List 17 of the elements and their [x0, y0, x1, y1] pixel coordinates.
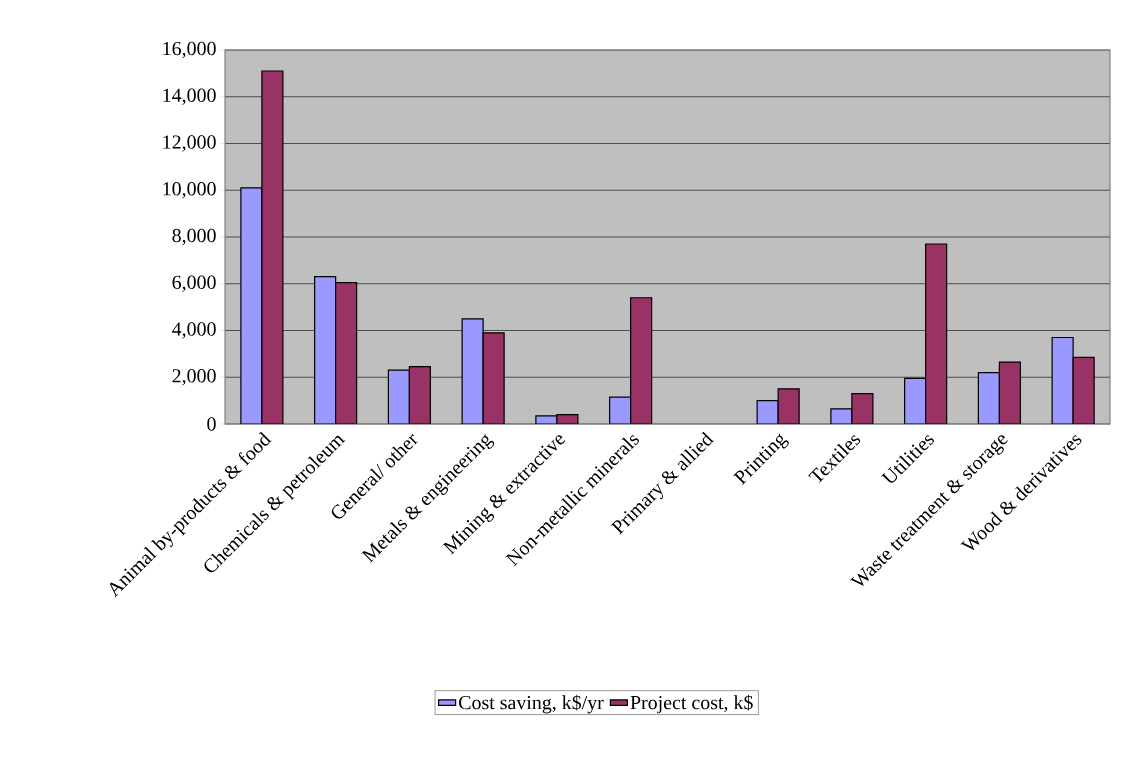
y-tick-label: 6,000 [172, 275, 216, 292]
y-tick-label: 4,000 [172, 322, 216, 339]
bar [630, 297, 653, 424]
y-tick-label: 8,000 [172, 228, 216, 246]
bar [998, 361, 1021, 424]
y-tick-label: 16,000 [163, 41, 216, 59]
y-tick-label: 2,000 [172, 369, 216, 386]
bar [408, 366, 431, 424]
y-tick-label: 10,000 [163, 182, 216, 199]
legend-label: Project cost, k$ [630, 694, 753, 714]
y-tick-label: 0 [207, 417, 216, 431]
bar [335, 281, 358, 424]
bar [261, 70, 284, 424]
y-tick-label: 12,000 [163, 135, 216, 152]
y-tick-label: 14,000 [163, 88, 216, 105]
legend-label: Cost saving, k$/yr [459, 694, 604, 714]
bar [925, 243, 948, 424]
